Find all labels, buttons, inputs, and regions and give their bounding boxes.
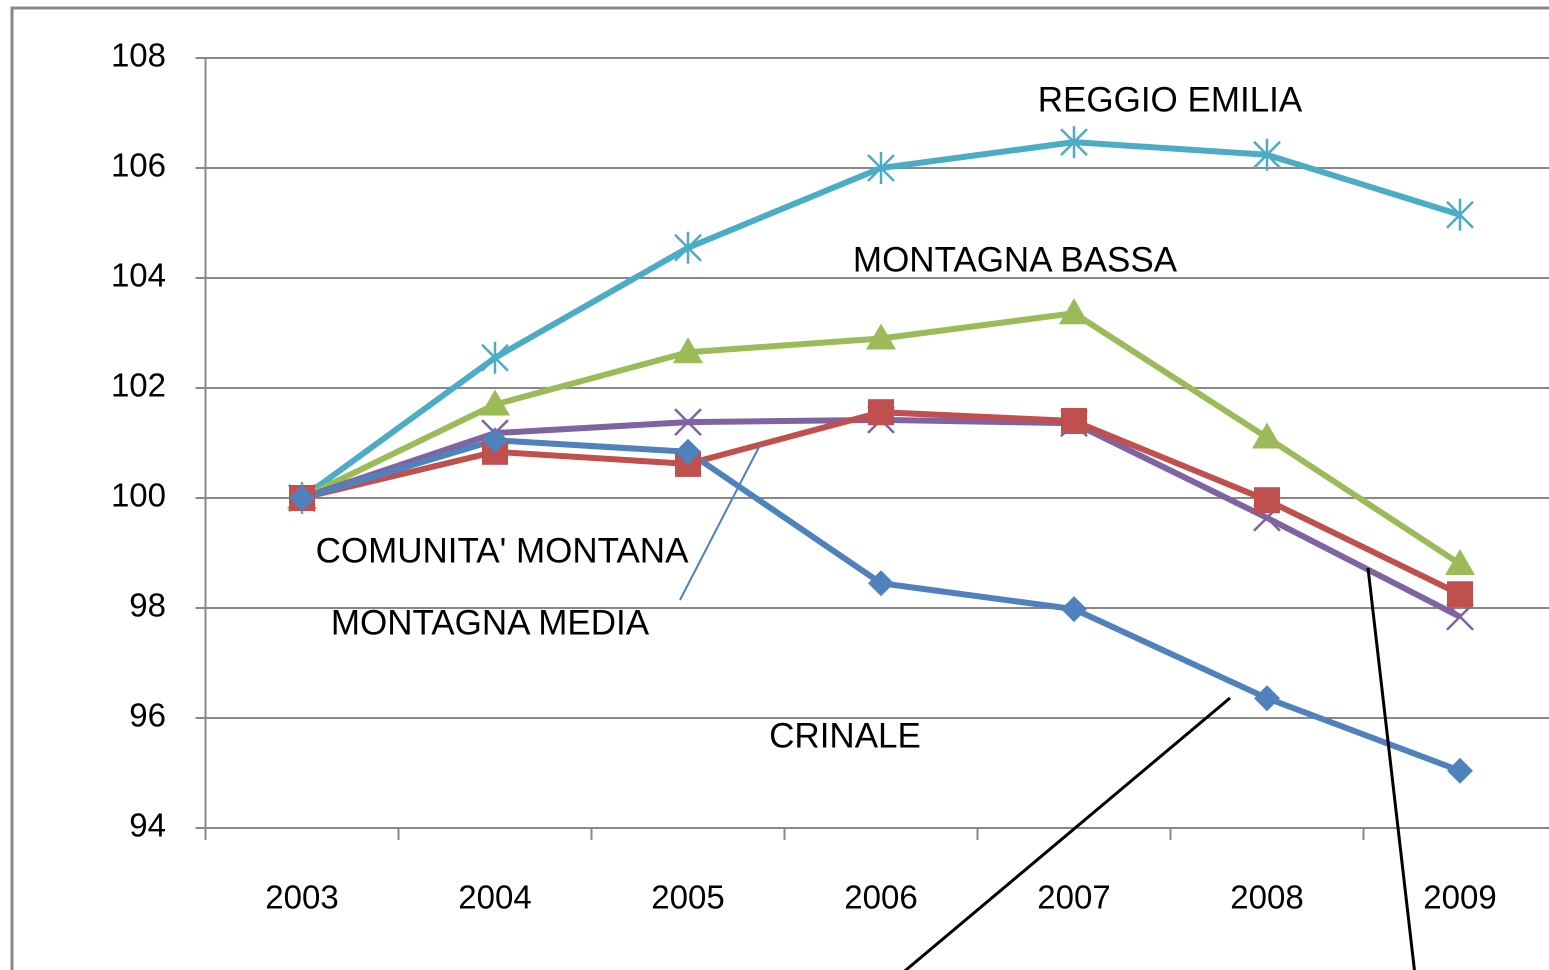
marker	[1254, 685, 1280, 712]
y-tick-label: 98	[129, 587, 166, 624]
plot	[287, 126, 1475, 784]
marker	[1060, 126, 1088, 159]
x-tick-label: 2005	[651, 879, 724, 916]
y-tick-label: 108	[111, 37, 166, 74]
y-tick-label: 96	[129, 697, 166, 734]
x-tick-label: 2006	[844, 879, 917, 916]
series-label: MONTAGNA BASSA	[853, 240, 1178, 279]
marker	[1254, 487, 1280, 514]
marker	[1446, 198, 1474, 231]
series-group	[300, 139, 1462, 774]
pointer-line	[903, 696, 1231, 970]
leader-line	[679, 444, 761, 601]
marker	[673, 337, 703, 364]
y-tick-label: 106	[111, 147, 166, 184]
x-tick-label: 2003	[265, 879, 338, 916]
marker	[480, 389, 510, 416]
grid: 94 96 98 100 102 104 106 108 2003 2004 2005 2006 200…	[111, 37, 1549, 916]
marker	[675, 438, 701, 465]
marker	[1061, 408, 1087, 434]
y-tick-label: 100	[111, 477, 166, 514]
chart-frame	[10, 6, 1549, 970]
marker	[674, 408, 702, 436]
series-label: REGGIO EMILIA	[1038, 80, 1303, 119]
marker	[866, 323, 896, 350]
marker	[1447, 757, 1473, 784]
series-label: COMUNITA' MONTANA	[316, 531, 690, 570]
marker	[867, 152, 895, 184]
series-label: CRINALE	[769, 716, 921, 755]
series-label: MONTAGNA MEDIA	[331, 603, 650, 642]
y-tick-label: 102	[111, 367, 166, 404]
x-tick-label: 2007	[1037, 879, 1110, 916]
marker	[1252, 422, 1282, 449]
marker	[289, 485, 315, 511]
marker	[674, 231, 702, 264]
marker	[1447, 581, 1473, 608]
marker	[482, 427, 508, 454]
marker	[1445, 549, 1475, 575]
marker	[868, 570, 894, 597]
pointer-line	[1366, 567, 1416, 970]
y-tick-label: 104	[111, 257, 166, 294]
marker	[1253, 138, 1281, 171]
y-tick-label: 94	[129, 807, 166, 844]
marker	[1059, 298, 1089, 325]
x-tick-label: 2004	[458, 879, 531, 916]
x-tick-label: 2008	[1230, 879, 1303, 916]
marker	[868, 399, 894, 426]
marker	[1446, 602, 1474, 631]
marker	[1061, 596, 1087, 623]
marker	[481, 341, 509, 374]
x-tick-label: 2009	[1423, 879, 1496, 916]
